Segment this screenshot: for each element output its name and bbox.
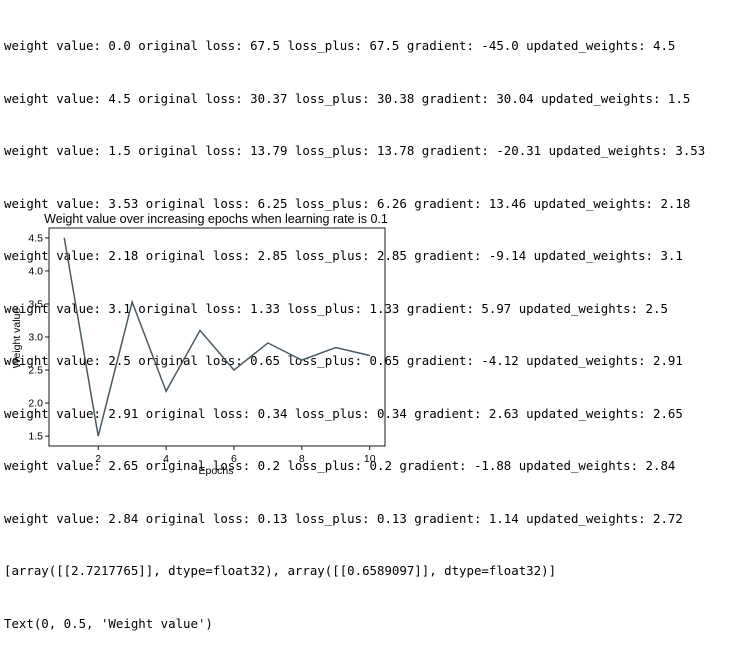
y-tick-label: 4.0 <box>28 265 43 277</box>
x-tick-label: 10 <box>364 453 376 465</box>
y-tick-label: 2.0 <box>28 398 43 410</box>
y-tick-label: 2.5 <box>28 365 43 377</box>
output-line: weight value: 2.91 original loss: 0.34 l… <box>4 405 683 421</box>
output-line: weight value: 3.1 original loss: 1.33 lo… <box>4 300 668 316</box>
output-line: weight value: 2.18 original loss: 2.85 l… <box>4 248 683 263</box>
output-text-repr: Text(0, 0.5, 'Weight value') <box>4 615 213 631</box>
weight-line-chart: Weight value over increasing epochs when… <box>11 212 388 477</box>
y-tick-label: 3.5 <box>28 298 43 310</box>
x-axis-label: Epochs <box>198 465 233 477</box>
plot-frame <box>48 227 386 447</box>
weight-plot-figure: Weight value over increasing epochs when… <box>0 206 400 485</box>
y-tick-label: 4.5 <box>28 232 43 244</box>
x-tick-label: 6 <box>231 453 237 465</box>
y-axis-label: Weight value <box>11 308 23 369</box>
output-line: weight value: 0.0 original loss: 67.5 lo… <box>4 38 676 53</box>
x-tick-label: 8 <box>299 453 305 465</box>
x-tick-label: 4 <box>163 453 169 465</box>
output-line: weight value: 2.5 original loss: 0.65 lo… <box>4 353 683 368</box>
x-tick-label: 2 <box>95 453 101 465</box>
output-line: weight value: 3.53 original loss: 6.25 l… <box>4 195 691 211</box>
output-line: weight value: 2.65 original loss: 0.2 lo… <box>4 458 676 473</box>
output-line: weight value: 2.84 original loss: 0.13 l… <box>4 510 683 526</box>
y-tick-label: 1.5 <box>28 431 43 443</box>
output-return-value: [array([[2.7217765]], dtype=float32), ar… <box>4 563 557 578</box>
output-line: weight value: 4.5 original loss: 30.37 l… <box>4 90 691 106</box>
y-tick-label: 3.0 <box>28 332 43 344</box>
weight-series-line <box>63 237 370 437</box>
output-line: weight value: 1.5 original loss: 13.79 l… <box>4 143 706 158</box>
chart-title: Weight value over increasing epochs when… <box>44 212 388 226</box>
